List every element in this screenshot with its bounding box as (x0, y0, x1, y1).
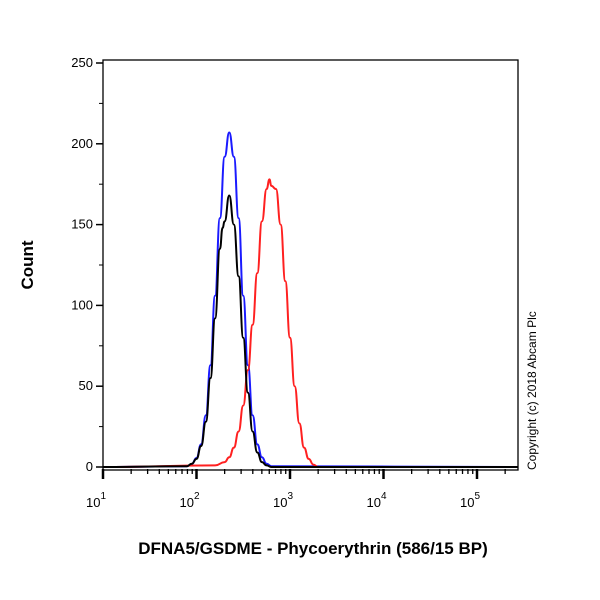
x-tick-label: 105 (460, 491, 480, 510)
y-axis-title: Count (18, 240, 37, 289)
x-tick-exponent: 4 (381, 491, 387, 502)
x-tick-label: 101 (86, 491, 106, 510)
x-tick-exponent: 1 (100, 491, 106, 502)
x-axis-title: DFNA5/GSDME - Phycoerythrin (586/15 BP) (138, 539, 488, 558)
y-tick-label: 150 (71, 217, 93, 232)
x-tick-label: 104 (366, 491, 386, 510)
x-tick-base: 10 (366, 495, 380, 510)
histogram-series-0 (102, 131, 519, 468)
histogram-series-1 (102, 178, 519, 469)
series-layer (102, 131, 519, 469)
x-tick-exponent: 3 (287, 491, 293, 502)
histogram-series-2 (102, 194, 519, 469)
y-tick-label: 0 (86, 459, 93, 474)
x-tick-base: 10 (86, 495, 100, 510)
x-tick-exponent: 2 (194, 491, 200, 502)
x-tick-exponent: 5 (474, 491, 480, 502)
x-tick-label: 103 (273, 491, 293, 510)
y-tick-label: 200 (71, 136, 93, 151)
x-tick-base: 10 (273, 495, 287, 510)
y-tick-label: 100 (71, 297, 93, 312)
y-tick-label: 250 (71, 55, 93, 70)
y-tick-label: 50 (79, 378, 93, 393)
x-tick-base: 10 (460, 495, 474, 510)
copyright-annotation: Copyright (c) 2018 Abcam Plc (525, 311, 539, 470)
plot-frame (102, 59, 519, 471)
x-tick-base: 10 (179, 495, 193, 510)
x-tick-label: 102 (179, 491, 199, 510)
